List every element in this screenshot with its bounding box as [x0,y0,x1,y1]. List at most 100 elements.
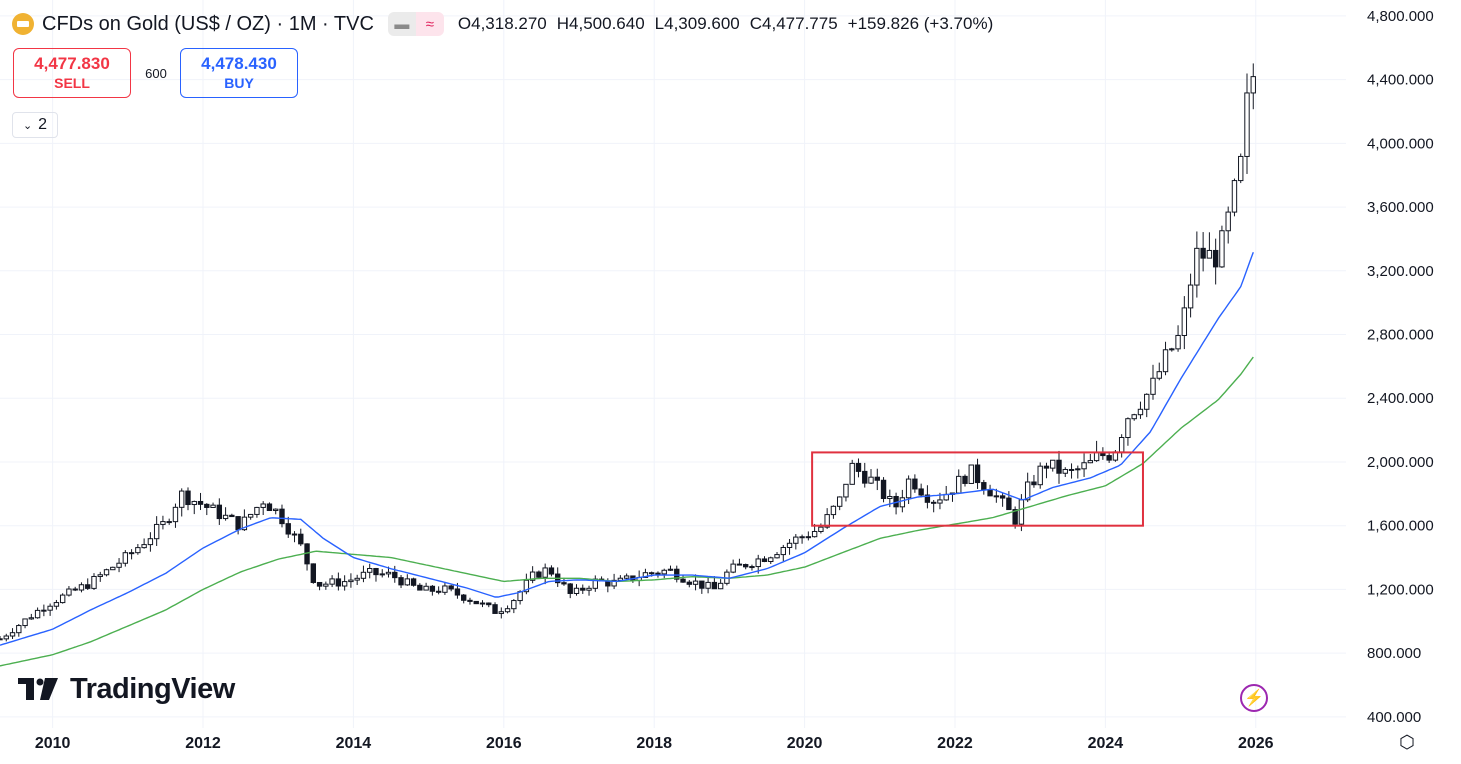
candle-body [918,488,924,496]
candle-body [147,538,154,546]
close-value: C4,477.775 [749,14,838,33]
x-tick-label: 2020 [787,735,823,752]
indicators-toggle[interactable]: ⌄ 2 [12,112,58,138]
candle-body [360,571,367,579]
candle-body [435,590,442,593]
price-axis[interactable]: 4,800.000 4,400.000 4,000.000 3,600.000 3,20… [1367,8,1434,726]
candle-body [905,478,912,499]
indicator-count: 2 [38,116,48,133]
candle-body [3,635,9,640]
sell-button[interactable]: 4,477.830 SELL [13,48,131,98]
candle-body [235,516,241,531]
highlight-rectangle[interactable] [811,451,1144,527]
lightning-icon[interactable]: ⚡ [1240,684,1268,712]
tv-mark-icon [18,678,58,700]
candle-body [692,580,699,585]
candle-body [179,490,185,508]
candle-body [1093,451,1100,462]
y-tick-label: 1,600.000 [1367,518,1434,535]
candle-body [335,578,342,587]
candle-body [843,483,849,498]
tradingview-logo[interactable]: TradingView [18,672,235,706]
candle-body [348,579,354,583]
chart-mode-toggle[interactable]: ▬ ≈ [387,12,444,36]
candle-body [742,564,749,568]
candle-body [956,475,962,494]
candle-body [529,571,536,581]
buy-button[interactable]: 4,478.430 BUY [180,48,298,98]
candle-body [404,578,411,586]
candle-body [974,464,981,484]
candle-body [1062,468,1068,474]
change-value: +159.826 (+3.70%) [847,14,994,33]
candle-body [122,552,129,564]
candle-body [385,571,392,575]
candle-body [461,594,467,601]
candle-body [429,585,436,592]
candle-body [498,611,504,614]
candle-body [573,587,580,594]
symbol-title[interactable]: CFDs on Gold (US$ / OZ) · 1M · TVC [42,12,374,35]
candle-body [91,575,97,589]
chevron-down-icon: ⌄ [22,119,33,132]
candle-body [1231,180,1238,213]
candle-body [930,501,937,504]
candle-body [185,490,191,506]
candle-body [341,581,348,587]
candle-body [780,546,786,556]
candle-body [1043,465,1050,469]
settings-icon[interactable]: ⬡ [1399,731,1415,752]
y-tick-label: 4,400.000 [1367,72,1434,89]
x-tick-label: 2024 [1088,735,1124,752]
candle-body [197,500,204,505]
candle-body [354,577,360,581]
candle-body [805,536,812,539]
candle-body [793,536,799,544]
time-axis[interactable]: 2010 2012 2014 2016 2018 2020 2022 2024 2026 [35,735,1274,752]
minus-icon[interactable]: ▬ [387,12,416,36]
candle-body [298,533,304,545]
candle-body [862,470,868,484]
candle-body [674,568,680,580]
low-value: L4,309.600 [654,14,740,33]
candle-body [229,514,235,518]
buy-label: BUY [224,75,254,91]
candle-body [1037,465,1043,486]
open-value: O4,318.270 [457,14,547,33]
x-tick-label: 2014 [336,735,372,752]
candle-body [824,514,830,528]
candle-body [160,521,166,525]
sell-label: SELL [54,75,90,91]
candle-body [141,544,147,549]
x-tick-label: 2018 [636,735,672,752]
candle-body [266,503,273,512]
candle-body [717,582,724,590]
candle-body [711,581,718,590]
candle-body [473,600,479,605]
candle-body [59,594,66,604]
candle-body [730,563,736,573]
candle-body [210,504,216,508]
candle-body [291,533,298,536]
candle-body [1150,377,1156,395]
candles [0,63,1256,642]
candle-body [448,585,454,590]
candle-body [1181,307,1188,336]
candle-body [72,588,78,591]
candle-body [135,547,141,554]
candle-body [981,482,987,491]
candle-body [849,462,855,485]
candle-body [1068,468,1075,471]
candle-body [1238,155,1244,182]
candle-body [78,584,85,591]
wave-icon[interactable]: ≈ [415,12,444,36]
y-tick-label: 1,200.000 [1367,581,1434,598]
candle-body [1156,371,1162,379]
candle-body [367,567,373,573]
candle-body [423,585,429,591]
candle-body [680,578,686,583]
candle-body [642,572,649,578]
candle-body [204,503,210,508]
candle-body [786,542,793,548]
